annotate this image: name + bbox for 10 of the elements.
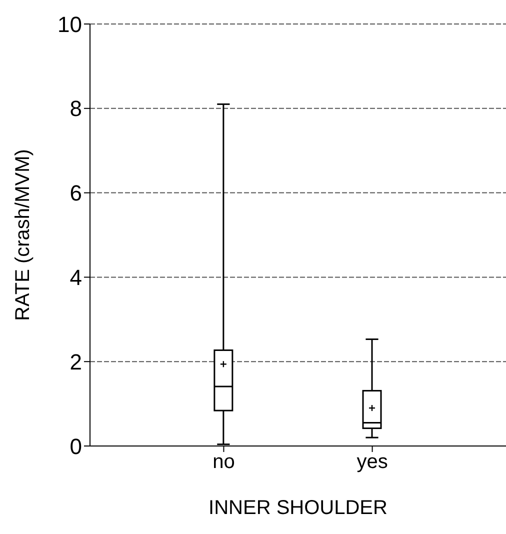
x-tick-label: yes [356, 451, 388, 474]
y-tick-label: 2 [70, 349, 82, 374]
y-tick-label: 4 [70, 265, 82, 290]
x-tick-label: no [212, 451, 235, 474]
y-tick-label: 0 [70, 434, 82, 459]
y-tick-label: 10 [58, 12, 82, 37]
y-axis-title: RATE (crash/MVM) [12, 149, 34, 321]
y-tick-label: 8 [70, 96, 82, 122]
x-axis-title: INNER SHOULDER [208, 497, 388, 519]
y-tick-label: 6 [70, 180, 82, 206]
